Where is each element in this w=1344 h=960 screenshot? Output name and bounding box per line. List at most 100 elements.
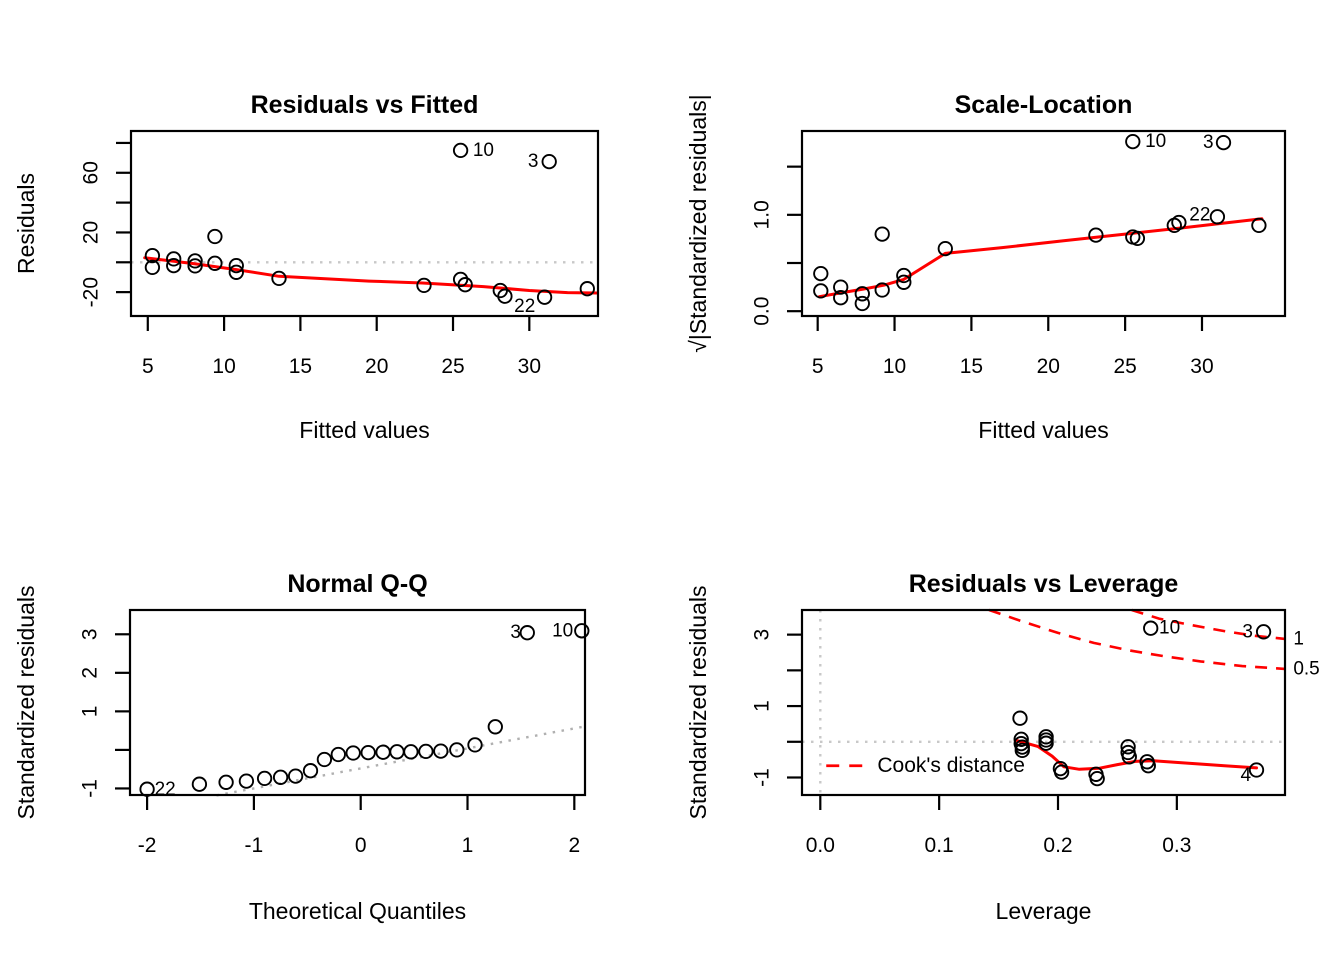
plot-area-normal-qq: 22 3 10 -2 -1 0 1 2 -1 1 2 3 [79, 608, 590, 857]
data-point [418, 743, 434, 760]
data-point [271, 270, 287, 287]
data-point [416, 277, 432, 294]
data-point [1251, 217, 1267, 234]
data-point [238, 773, 255, 789]
data-point [1248, 762, 1265, 778]
data-point [487, 719, 503, 735]
x-tick-label: 5 [812, 355, 824, 378]
data-point [360, 744, 376, 761]
x-tick-label: 5 [142, 355, 154, 378]
x-tick-label: 10 [883, 355, 906, 378]
data-point [191, 776, 208, 792]
data-point [287, 768, 304, 784]
data-point [228, 257, 244, 274]
x-tick-label: 10 [212, 355, 235, 378]
y-tick-label: -1 [79, 779, 102, 798]
cooks-contour-label: 1 [1293, 628, 1304, 649]
x-tick-label: 30 [518, 355, 541, 378]
point-label: 4 [1240, 765, 1251, 786]
point-label: 22 [1189, 204, 1210, 225]
data-point [1171, 214, 1187, 231]
xlabel-fitted-values-2: Fitted values [978, 417, 1108, 443]
data-point [1140, 758, 1156, 774]
y-tick-label: 3 [751, 629, 774, 641]
x-tick-label: 0.0 [806, 834, 835, 857]
panel-scale-location: Scale-Location Fitted values √|Standardi… [685, 91, 1287, 443]
point-label: 3 [510, 622, 521, 643]
y-tick-label: 3 [79, 628, 102, 640]
data-point [256, 770, 273, 787]
data-point [218, 774, 234, 790]
plot-box [128, 608, 587, 797]
data-point [574, 623, 590, 639]
data-point [452, 271, 469, 288]
data-point [1038, 735, 1054, 751]
data-point [228, 264, 244, 280]
data-point [144, 247, 161, 264]
data-point [1129, 230, 1146, 247]
x-tick-label: 0.1 [925, 834, 954, 857]
y-tick-label: -20 [80, 277, 103, 307]
smooth-line [1014, 738, 1258, 771]
data-point [541, 153, 557, 170]
point-label: 3 [1242, 621, 1253, 642]
data-point [1125, 133, 1141, 150]
data-point [375, 744, 391, 760]
data-point [833, 279, 849, 295]
data-point [1089, 770, 1105, 787]
panel-title-residuals-vs-fitted: Residuals vs Fitted [251, 91, 479, 119]
data-point [833, 290, 849, 306]
point-label: 10 [1159, 618, 1180, 639]
data-point [452, 142, 469, 159]
data-point [1209, 209, 1226, 225]
data-point [457, 277, 473, 293]
data-point [519, 625, 535, 641]
x-tick-label: 20 [365, 355, 388, 378]
data-point [1143, 620, 1159, 636]
data-point [896, 274, 912, 290]
plot-box [800, 608, 1287, 797]
data-point [187, 253, 203, 269]
y-tick-label: 60 [80, 161, 103, 184]
xlabel-theoretical-quantiles: Theoretical Quantiles [249, 898, 466, 924]
data-point [1120, 739, 1136, 755]
data-point [937, 240, 953, 257]
data-point [302, 763, 319, 779]
data-point [187, 258, 203, 274]
x-tick-label: 0.3 [1162, 834, 1191, 857]
panel-normal-qq: Normal Q-Q Theoretical Quantiles Standar… [13, 570, 590, 924]
cooks-distance-legend-label: Cook's distance [877, 754, 1025, 777]
data-point [330, 746, 346, 763]
data-point [536, 289, 553, 305]
data-point [813, 283, 829, 299]
data-point [1014, 742, 1030, 759]
ylabel-standardized-residuals-qq: Standardized residuals [13, 586, 39, 820]
point-label: 3 [1203, 132, 1214, 153]
x-tick-label: -1 [245, 834, 264, 857]
x-tick-label: 15 [960, 355, 983, 378]
data-point [579, 281, 595, 297]
x-tick-label: 2 [568, 834, 580, 857]
data-point [1255, 624, 1272, 640]
qq-reference-line [216, 725, 586, 797]
data-point [1088, 227, 1104, 243]
data-point [144, 259, 161, 276]
data-point [433, 743, 449, 759]
data-point [403, 744, 419, 760]
x-tick-label: 0 [355, 834, 367, 857]
y-tick-label: 0.0 [751, 297, 774, 326]
data-point [1013, 731, 1029, 747]
data-point [389, 744, 405, 760]
data-point [854, 286, 870, 302]
data-point [207, 228, 223, 245]
point-label: 22 [514, 296, 535, 317]
point-label: 3 [528, 151, 539, 172]
x-tick-label: 15 [289, 355, 312, 378]
panel-residuals-vs-leverage: Residuals vs Leverage Leverage Standardi… [685, 570, 1320, 924]
point-label: 22 [155, 779, 176, 800]
y-tick-label: -1 [751, 768, 774, 787]
plot-box [800, 129, 1287, 318]
data-point [1053, 764, 1070, 780]
data-point [874, 282, 890, 298]
